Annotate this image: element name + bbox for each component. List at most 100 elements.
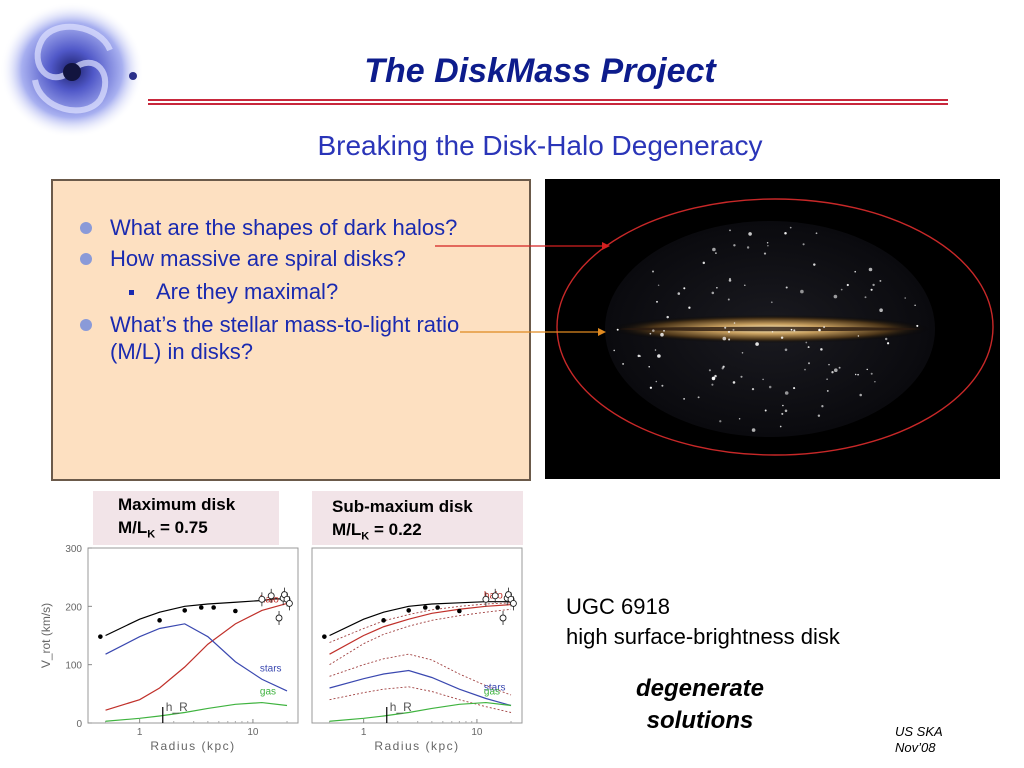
series-label-stars: stars	[260, 663, 282, 674]
star	[702, 261, 706, 265]
plot-frame	[311, 547, 523, 724]
question-item: What’s the stellar mass-to-light ratio (…	[80, 311, 510, 365]
question-text: How massive are spiral disks?	[110, 246, 406, 271]
star	[656, 300, 658, 303]
star	[728, 338, 731, 341]
star	[639, 355, 642, 357]
star	[821, 405, 824, 408]
x-axis-label: Radius (kpc)	[150, 739, 235, 753]
star	[715, 252, 717, 254]
star	[854, 270, 856, 273]
star	[789, 226, 792, 229]
data-point-filled	[322, 634, 327, 639]
data-point-filled	[435, 605, 440, 610]
star	[914, 304, 916, 306]
conclusion-line-1: degenerate	[635, 675, 765, 702]
star	[729, 277, 731, 280]
star	[838, 366, 841, 369]
star	[793, 387, 796, 390]
star	[770, 301, 773, 304]
y-tick-label: 0	[76, 719, 82, 730]
question-text: What’s the stellar mass-to-light ratio (…	[110, 312, 460, 364]
star	[738, 418, 741, 420]
star	[741, 352, 744, 354]
x-tick-label: 10	[471, 727, 483, 738]
data-point-filled	[211, 605, 216, 610]
title-underline	[148, 99, 948, 105]
star	[768, 385, 772, 389]
star	[802, 243, 805, 246]
star	[637, 354, 641, 358]
star	[763, 252, 767, 255]
y-tick-label: 300	[65, 544, 82, 555]
data-point-open	[491, 592, 499, 600]
star	[616, 328, 619, 331]
data-point-filled	[457, 608, 462, 614]
star	[800, 289, 804, 294]
star	[870, 288, 873, 291]
star	[711, 291, 715, 295]
star	[652, 270, 654, 273]
star	[732, 328, 735, 331]
star	[657, 284, 660, 287]
uncertainty-band	[329, 602, 512, 643]
star	[751, 387, 755, 391]
star	[868, 267, 873, 272]
star	[649, 386, 653, 389]
data-point-filled	[422, 605, 428, 610]
star	[815, 232, 818, 235]
x-axis-label: Radius (kpc)	[374, 739, 459, 753]
star	[817, 414, 821, 417]
star	[657, 354, 661, 358]
star	[683, 398, 685, 400]
star	[683, 287, 686, 290]
star	[711, 383, 714, 386]
star	[727, 298, 730, 301]
uncertainty-band	[329, 608, 512, 666]
data-point-open	[267, 592, 275, 600]
series-line-gas	[329, 701, 512, 722]
star	[784, 348, 788, 352]
star	[654, 349, 657, 351]
pointer-arrows	[435, 242, 610, 336]
star	[724, 326, 727, 329]
star	[766, 242, 769, 244]
star	[649, 332, 652, 335]
data-point-filled	[98, 634, 103, 639]
series-line-halo	[329, 603, 512, 655]
star	[834, 368, 838, 372]
star	[866, 368, 868, 371]
plot-frame	[87, 547, 299, 724]
series-line-stars	[329, 669, 512, 707]
star	[864, 296, 867, 299]
star	[716, 286, 718, 289]
question-item: Are they maximal?	[129, 278, 510, 305]
star	[712, 247, 716, 252]
slide-subtitle: Breaking the Disk-Halo Degeneracy	[317, 130, 763, 161]
scale-length-label: h_R	[166, 700, 188, 714]
data-point-open	[285, 599, 293, 607]
star	[874, 380, 876, 383]
question-text: Are they maximal?	[156, 279, 339, 304]
bullet-dot-icon	[80, 222, 92, 234]
star	[818, 328, 821, 332]
star	[767, 245, 769, 247]
question-text: What are the shapes of dark halos?	[110, 215, 458, 240]
series-label-gas: gas	[260, 687, 276, 698]
data-point-filled	[381, 618, 386, 623]
x-tick-label: 1	[137, 727, 143, 738]
bullet-dot-icon	[80, 319, 92, 331]
sub-disk-ml: M/LK = 0.22	[332, 520, 422, 543]
star	[712, 376, 715, 380]
data-point-open	[275, 614, 283, 622]
max-disk-label: Maximum disk M/LK = 0.75	[93, 491, 279, 545]
star	[779, 425, 782, 428]
spiral-galaxy-logo	[0, 2, 144, 138]
star	[813, 263, 816, 266]
star	[884, 337, 888, 341]
uncertainty-band	[329, 653, 512, 696]
star	[655, 380, 658, 383]
star	[916, 324, 919, 327]
star	[828, 363, 830, 366]
x-tick-label: 10	[247, 727, 259, 738]
